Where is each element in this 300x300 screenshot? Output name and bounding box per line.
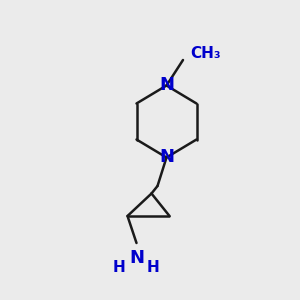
Text: H: H — [112, 260, 125, 275]
Text: N: N — [159, 76, 174, 94]
Text: N: N — [159, 148, 174, 166]
Text: H: H — [147, 260, 159, 275]
Text: CH₃: CH₃ — [190, 46, 221, 61]
Text: N: N — [129, 249, 144, 267]
